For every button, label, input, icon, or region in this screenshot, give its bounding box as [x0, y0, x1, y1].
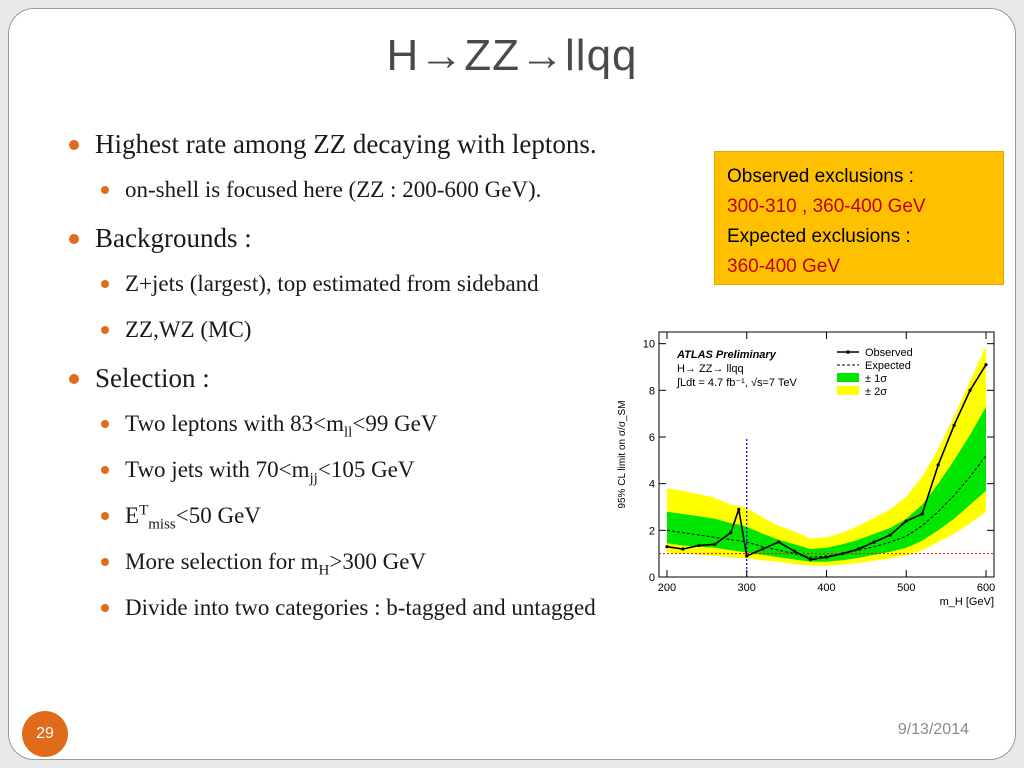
sel3-sup: T: [139, 502, 149, 519]
observed-point: [872, 540, 876, 544]
observed-point: [936, 463, 940, 467]
bullet-list: Highest rate among ZZ decaying with lept…: [65, 127, 785, 639]
sel4-pre: More selection for m: [125, 549, 319, 574]
slide: H→ZZ→llqq Highest rate among ZZ decaying…: [8, 8, 1016, 760]
subbullet-zjets: Z+jets (largest), top estimated from sid…: [65, 269, 785, 299]
y-axis-label: 95% CL limit on σ/σ_SM: [617, 400, 628, 508]
sel1-pre: Two leptons with 83<m: [125, 411, 344, 436]
sel2-pre: Two jets with 70<m: [125, 457, 310, 482]
y-tick-label: 0: [649, 572, 655, 584]
observed-point: [697, 543, 701, 548]
observed-exclusions-value: 300-310 , 360-400 GeV: [727, 196, 926, 217]
bullet-rate: Highest rate among ZZ decaying with lept…: [65, 127, 785, 161]
observed-point: [808, 557, 813, 562]
observed-point: [904, 519, 908, 523]
expected-exclusions-label: Expected exclusions :: [727, 226, 911, 247]
y-tick-label: 4: [649, 479, 655, 491]
y-tick-label: 6: [649, 432, 655, 444]
y-tick-label: 2: [649, 525, 655, 537]
observed-point: [824, 555, 829, 559]
chart-title: ATLAS Preliminary: [676, 349, 777, 361]
observed-point: [968, 388, 972, 392]
chart-lumi-label: ∫Ldt = 4.7 fb⁻¹, √s=7 TeV: [676, 377, 797, 389]
exclusions-box: Observed exclusions : 300-310 , 360-400 …: [714, 151, 1004, 285]
legend-two-sigma: ± 2σ: [865, 386, 887, 398]
sel3-pre: E: [125, 503, 140, 528]
observed-point: [984, 363, 988, 367]
observed-point: [777, 540, 781, 544]
x-tick-label: 400: [817, 582, 835, 594]
observed-point: [681, 547, 685, 551]
slide-date: 9/13/2014: [897, 721, 969, 738]
band-2sigma: [667, 346, 986, 566]
subbullet-etmiss: ETmiss<50 GeV: [65, 501, 785, 533]
legend-observed-dot: [846, 350, 850, 354]
observed-point: [952, 423, 956, 427]
y-tick-label: 10: [643, 339, 655, 351]
sel1-post: <99 GeV: [352, 411, 438, 436]
legend-observed: Observed: [865, 347, 913, 359]
legend-expected: Expected: [865, 360, 911, 372]
sel1-sub: ll: [344, 424, 353, 441]
subbullet-more-selection: More selection for mH>300 GeV: [65, 547, 785, 579]
observed-point: [840, 552, 845, 556]
sel2-sub: jj: [309, 470, 318, 487]
slide-title: H→ZZ→llqq: [386, 31, 638, 80]
bullet-selection: Selection :: [65, 361, 785, 395]
legend-two-sigma-swatch: [837, 386, 859, 395]
x-tick-label: 200: [658, 582, 676, 594]
legend-one-sigma-swatch: [837, 373, 859, 382]
sel2-post: <105 GeV: [317, 457, 415, 482]
expected-exclusions-value: 360-400 GeV: [727, 256, 841, 277]
observed-point: [856, 547, 861, 551]
subbullet-onshell: on-shell is focused here (ZZ : 200-600 G…: [65, 175, 785, 205]
sel4-post: >300 GeV: [329, 549, 427, 574]
x-axis-label: m_H [GeV]: [940, 596, 994, 608]
observed-point: [761, 547, 765, 551]
observed-point: [713, 542, 717, 546]
observed-point: [737, 507, 741, 511]
sel3-post: <50 GeV: [175, 503, 261, 528]
series-observed: [666, 364, 987, 561]
subbullet-zz-wz: ZZ,WZ (MC): [65, 315, 785, 345]
page-number: 29: [22, 711, 68, 757]
y-tick-label: 8: [649, 385, 655, 397]
band-1sigma: [667, 406, 986, 562]
observed-exclusions-label: Observed exclusions :: [727, 166, 914, 187]
limit-chart: 200 300 400 500 600 0 2 4 6 8 10 m_H [GeV] 95% CL li…: [617, 331, 995, 608]
observed-point: [792, 549, 797, 553]
subbullet-two-jets: Two jets with 70<mjj<105 GeV: [65, 455, 785, 487]
x-tick-label: 600: [977, 582, 995, 594]
x-tick-label: 300: [738, 582, 756, 594]
observed-point: [888, 533, 892, 537]
sel3-sub: miss: [148, 516, 176, 533]
x-tick-label: 500: [897, 582, 915, 594]
chart-subtitle: H→ ZZ→ llqq: [677, 363, 744, 375]
subbullet-categories: Divide into two categories : b-tagged an…: [65, 593, 785, 623]
observed-point: [729, 531, 733, 535]
sel4-sub: H: [318, 562, 330, 579]
observed-point: [920, 512, 924, 516]
subbullet-two-leptons: Two leptons with 83<mll<99 GeV: [65, 409, 785, 441]
observed-point: [665, 545, 669, 549]
observed-point: [745, 554, 749, 558]
bullet-backgrounds: Backgrounds :: [65, 221, 785, 255]
legend-one-sigma: ± 1σ: [865, 373, 887, 385]
